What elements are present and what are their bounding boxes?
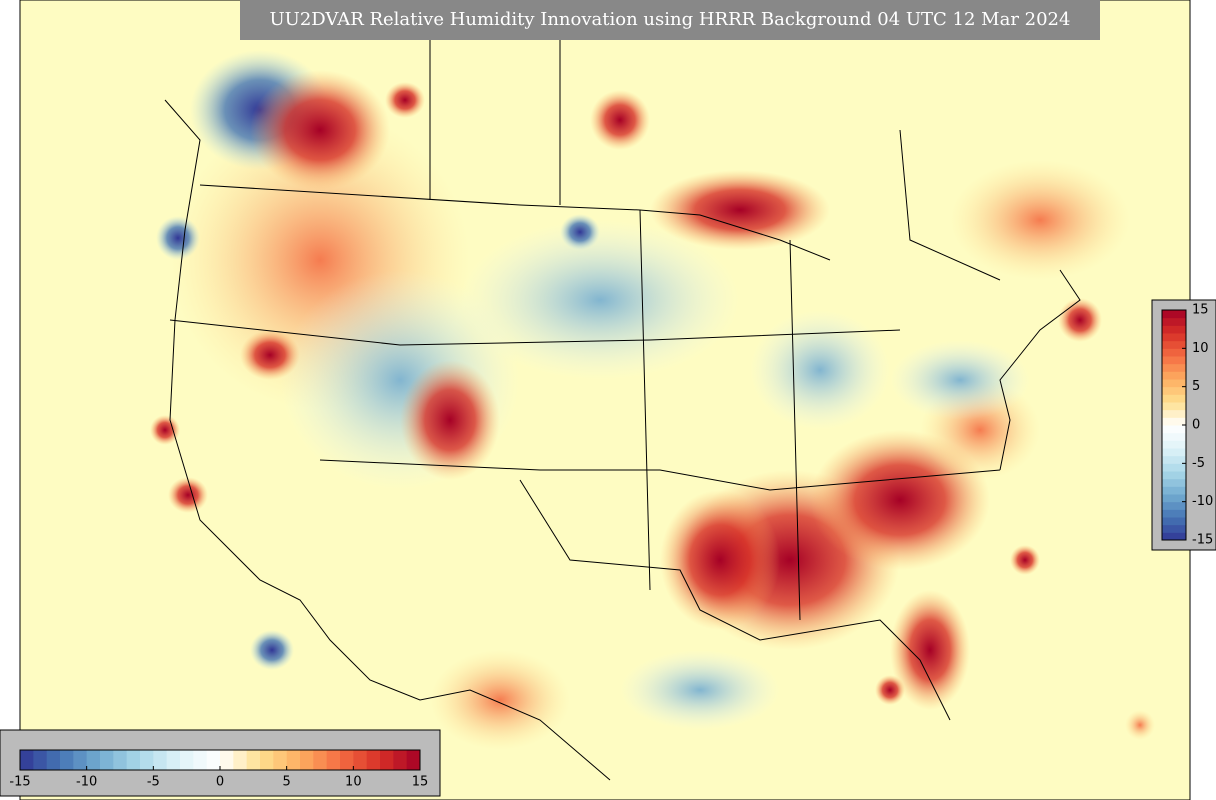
tick-label: -5 bbox=[1192, 456, 1205, 471]
colorbar-segment bbox=[286, 750, 301, 770]
colorbar-segment bbox=[1162, 317, 1186, 326]
tick-label: 10 bbox=[1192, 341, 1209, 356]
colorbar-segment bbox=[1162, 425, 1186, 434]
colorbar-segment bbox=[1162, 463, 1186, 472]
tick-label: -15 bbox=[9, 775, 30, 790]
colorbar-segment bbox=[313, 750, 328, 770]
colorbar-segment bbox=[273, 750, 288, 770]
colorbar-segment bbox=[1162, 340, 1186, 349]
colorbar-segment bbox=[20, 750, 34, 770]
colorbar-segment bbox=[86, 750, 101, 770]
colorbar-segment bbox=[406, 750, 421, 770]
colorbar-segment bbox=[1162, 494, 1186, 503]
horizontal-colorbar: -15 -10 -5 0 5 10 15 bbox=[9, 749, 429, 790]
colorbar-segment bbox=[1162, 333, 1186, 342]
title-box bbox=[240, 0, 1100, 40]
tick-label: -15 bbox=[1192, 533, 1213, 548]
colorbar-segment bbox=[1162, 402, 1186, 411]
colorbar-segment bbox=[180, 750, 194, 770]
colorbar-segment bbox=[73, 750, 88, 770]
colorbar-segment bbox=[153, 750, 168, 770]
tick-label: -10 bbox=[1192, 494, 1213, 509]
colorbar-segment bbox=[1162, 379, 1186, 388]
colorbar-segment bbox=[260, 750, 274, 770]
tick-label: 0 bbox=[1192, 418, 1200, 433]
colorbar-segment bbox=[1162, 486, 1186, 495]
vertical-colorbar: -15 -10 -5 0 5 10 15 bbox=[1161, 303, 1213, 548]
tick-label: 0 bbox=[216, 775, 224, 790]
tick-label: 5 bbox=[1192, 379, 1200, 394]
innovation-field bbox=[150, 50, 1155, 750]
colorbar-segment bbox=[1162, 356, 1186, 365]
colorbar-segment bbox=[1162, 409, 1186, 418]
colorbar-segment bbox=[46, 750, 61, 770]
colorbar-segment bbox=[1162, 471, 1186, 480]
colorbar-segment bbox=[1162, 432, 1186, 441]
colorbar-segment bbox=[60, 750, 74, 770]
colorbar-segment bbox=[1162, 417, 1186, 426]
tick-label: 15 bbox=[1192, 303, 1209, 318]
tick-label: -10 bbox=[76, 775, 97, 790]
colorbar-segment bbox=[1162, 371, 1186, 380]
colorbar-segment bbox=[1162, 348, 1186, 357]
colorbar-segment bbox=[140, 750, 154, 770]
colorbar-segment bbox=[206, 750, 221, 770]
colorbar-segment bbox=[100, 750, 114, 770]
colorbar-segment bbox=[220, 750, 234, 770]
colorbar-segment bbox=[300, 750, 314, 770]
colorbar-segment bbox=[193, 750, 208, 770]
colorbar-segment bbox=[1162, 501, 1186, 510]
colorbar-segment bbox=[246, 750, 261, 770]
colorbar-segment bbox=[1162, 394, 1186, 403]
colorbar-segment bbox=[126, 750, 141, 770]
colorbar-segment bbox=[1162, 310, 1186, 319]
colorbar-segment bbox=[1162, 386, 1186, 395]
colorbar-segment bbox=[1162, 440, 1186, 449]
colorbar-segment bbox=[1162, 363, 1186, 372]
colorbar-segment bbox=[380, 750, 394, 770]
colorbar-segment bbox=[1162, 532, 1186, 541]
colorbar-segment bbox=[1162, 325, 1186, 334]
colorbar-segment bbox=[340, 750, 354, 770]
colorbar-segment bbox=[1162, 478, 1186, 487]
tick-label: -5 bbox=[147, 775, 160, 790]
colorbar-segment bbox=[326, 750, 341, 770]
colorbar-segment bbox=[1162, 455, 1186, 464]
colorbar-segment bbox=[353, 750, 368, 770]
boundaries bbox=[164, 10, 1081, 781]
colorbar-segment bbox=[393, 750, 408, 770]
tick-label: 10 bbox=[345, 775, 362, 790]
colorbar-segment bbox=[1162, 517, 1186, 526]
colorbar-segment bbox=[1162, 448, 1186, 457]
colorbar-segment bbox=[113, 750, 128, 770]
colorbar-segment bbox=[366, 750, 381, 770]
colorbar-segment bbox=[1162, 524, 1186, 533]
colorbar-segment bbox=[233, 750, 248, 770]
colorbar-segment bbox=[1162, 509, 1186, 518]
colorbar-segment bbox=[166, 750, 181, 770]
tick-label: 5 bbox=[283, 775, 291, 790]
tick-label: 15 bbox=[412, 775, 429, 790]
map-title: UU2DVAR Relative Humidity Innovation usi… bbox=[270, 9, 1071, 30]
colorbar-segment bbox=[33, 750, 48, 770]
